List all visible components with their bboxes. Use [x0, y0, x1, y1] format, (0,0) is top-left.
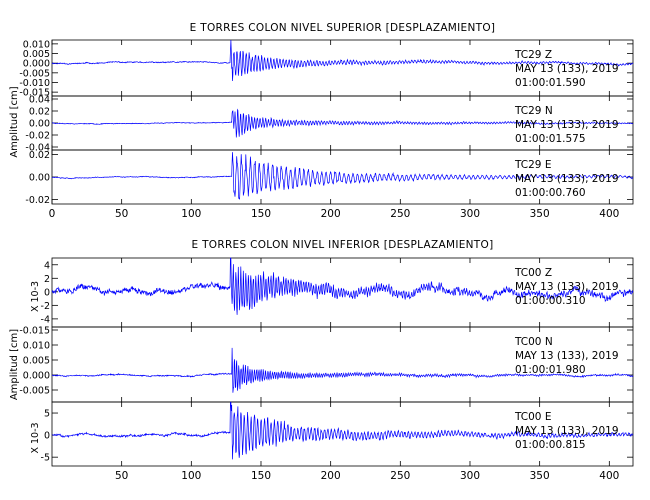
station-label: TC29 E — [514, 159, 551, 171]
y-tick-label: 0.005 — [23, 49, 50, 60]
waveform-line — [52, 401, 634, 460]
date-label: MAY 13 (133), 2019 — [515, 63, 619, 75]
y-tick-label: 0.02 — [29, 150, 50, 161]
station-label: TC00 Z — [514, 267, 552, 279]
time-label: 01:00:01.575 — [515, 133, 586, 145]
y-tick-label: 0 — [44, 431, 50, 442]
chart-nivel-inferior: E TORRES COLON NIVEL INFERIOR [DESPLAZAM… — [9, 239, 634, 482]
y-tick-label: 0.02 — [29, 107, 50, 118]
date-label: MAY 13 (133), 2019 — [515, 281, 619, 293]
waveform-line — [51, 347, 634, 393]
y-tick-label: -0.015 — [19, 326, 50, 337]
x-tick-label: 200 — [321, 208, 341, 220]
x-tick-label: 150 — [251, 470, 271, 482]
x-tick-label: 100 — [181, 470, 201, 482]
x-tick-label: 400 — [599, 470, 619, 482]
time-label: 01:00:01.590 — [515, 77, 586, 89]
x-tick-label: 300 — [460, 470, 480, 482]
y-tick-label: 0.04 — [29, 95, 50, 106]
y-tick-label: 0.010 — [23, 341, 50, 352]
x-tick-label: 250 — [390, 208, 410, 220]
y-tick-label: -2 — [41, 301, 50, 312]
panel-tc00-z: 4 2 0 -2 -4X 10-3 TC00 Z MAY 13 (133), 2019 01:… — [30, 257, 634, 328]
y-tick-label: -0.005 — [19, 68, 50, 79]
x-tick-label: 300 — [460, 208, 480, 220]
panel-tc00-n: -0.015 0.010 0.005 0.000 -0.005 TC00 N MAY 13 … — [19, 326, 634, 403]
time-label: 01:00:01.980 — [515, 364, 586, 376]
x-tick-label: 400 — [599, 208, 619, 220]
y-tick-label: 0.005 — [23, 356, 50, 367]
date-label: MAY 13 (133), 2019 — [515, 119, 619, 131]
time-label: 01:00:00.815 — [515, 439, 586, 451]
y-tick-label: 0.010 — [23, 39, 50, 50]
y-tick-label: 0.000 — [23, 59, 50, 70]
y-tick-label: -4 — [41, 314, 50, 325]
time-label: 01:00:00.310 — [515, 295, 586, 307]
y-axis-label: Amplitud [cm] — [9, 86, 20, 157]
x-tick-label: 350 — [530, 470, 550, 482]
y-axis-label: Amplitud [cm] — [9, 329, 20, 400]
y-tick-label: 0 — [44, 287, 50, 298]
y-tick-label: -0.005 — [19, 386, 50, 397]
date-label: MAY 13 (133), 2019 — [515, 350, 619, 362]
x-tick-label: 100 — [181, 208, 201, 220]
y-scale-label: X 10-3 — [30, 281, 41, 312]
y-tick-label: 2 — [44, 274, 50, 285]
y-tick-label: 4 — [44, 260, 50, 271]
x-tick-label: 250 — [390, 470, 410, 482]
y-tick-label: -0.015 — [19, 88, 50, 99]
x-tick-label: 50 — [115, 470, 128, 482]
y-tick-label: -0.010 — [19, 78, 50, 89]
y-tick-label: 5 — [44, 409, 50, 420]
y-tick-label: 0.00 — [29, 173, 50, 184]
y-tick-label: -0.02 — [25, 131, 50, 142]
y-tick-label: -5 — [41, 453, 50, 464]
panel-tc00-e: 5 0 -5X 10-3 TC00 E MAY 13 (133), 2019 01:00:… — [30, 401, 634, 467]
date-label: MAY 13 (133), 2019 — [515, 173, 619, 185]
date-label: MAY 13 (133), 2019 — [515, 425, 619, 437]
y-tick-label: 0.000 — [23, 371, 50, 382]
waveform-line — [51, 108, 634, 138]
station-label: TC29 N — [514, 105, 553, 117]
waveform-line — [51, 152, 634, 200]
x-tick-label: 200 — [321, 470, 341, 482]
station-label: TC29 Z — [514, 49, 552, 61]
time-label: 01:00:00.760 — [515, 187, 586, 199]
y-tick-label: -0.02 — [25, 195, 50, 206]
chart-title: E TORRES COLON NIVEL INFERIOR [DESPLAZAM… — [192, 239, 494, 251]
panel-frame — [51, 401, 634, 467]
station-label: TC00 E — [514, 411, 551, 423]
chart-nivel-superior: E TORRES COLON NIVEL SUPERIOR [DESPLAZAM… — [9, 22, 634, 220]
y-tick-label: -0.04 — [25, 143, 50, 154]
x-tick-label: 0 — [49, 208, 56, 220]
x-tick-label: 350 — [530, 208, 550, 220]
panel-tc29-e: 0.02 0.00 -0.02 TC29 E MAY 13 (133), 2019 01:… — [25, 149, 634, 206]
waveform-line — [51, 39, 634, 82]
chart-title: E TORRES COLON NIVEL SUPERIOR [DESPLAZAM… — [190, 22, 496, 34]
y-scale-label: X 10-3 — [30, 422, 41, 453]
x-tick-label: 50 — [115, 208, 128, 220]
panel-tc29-n: 0.040.020.00-0.02-0.04 TC29 N MAY 13 (133)… — [25, 95, 634, 154]
station-label: TC00 N — [514, 336, 553, 348]
waveform-line — [51, 257, 634, 315]
y-tick-label: 0.00 — [29, 119, 50, 130]
x-tick-label: 150 — [251, 208, 271, 220]
